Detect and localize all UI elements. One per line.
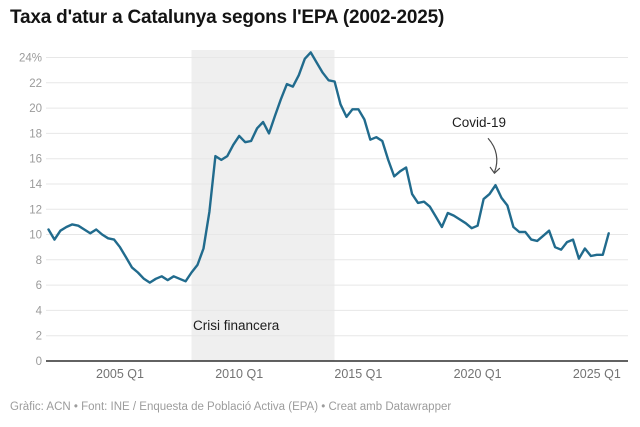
y-tick-label: 24%	[19, 53, 42, 65]
y-tick-label: 4	[36, 305, 43, 317]
covid-arrowhead	[489, 166, 501, 174]
x-tick-label: 2020 Q1	[454, 367, 502, 381]
x-tick-label: 2005 Q1	[96, 367, 144, 381]
y-tick-label: 22	[29, 78, 42, 90]
y-tick-label: 2	[36, 331, 42, 343]
x-tick-label: 2010 Q1	[215, 367, 263, 381]
covid-arrow	[487, 137, 498, 173]
y-tick-label: 14	[29, 179, 42, 191]
x-tick-label: 2025 Q1	[573, 367, 621, 381]
crisis-band	[191, 50, 335, 361]
y-tick-label: 0	[36, 356, 42, 368]
y-tick-label: 6	[36, 280, 42, 292]
y-tick-label: 18	[29, 128, 42, 140]
y-tick-label: 8	[36, 255, 42, 267]
crisis-band-label: Crisi financera	[193, 318, 280, 333]
y-tick-label: 12	[29, 204, 42, 216]
y-tick-label: 10	[29, 230, 42, 242]
covid-annotation-label: Covid-19	[452, 115, 507, 130]
chart-title: Taxa d'atur a Catalunya segons l'EPA (20…	[10, 7, 445, 28]
unemployment-line	[47, 51, 610, 284]
y-tick-label: 16	[29, 154, 42, 166]
x-tick-label: 2015 Q1	[334, 367, 382, 381]
chart-footer: Gràfic: ACN • Font: INE / Enquesta de Po…	[10, 401, 452, 413]
y-tick-label: 20	[29, 103, 42, 115]
